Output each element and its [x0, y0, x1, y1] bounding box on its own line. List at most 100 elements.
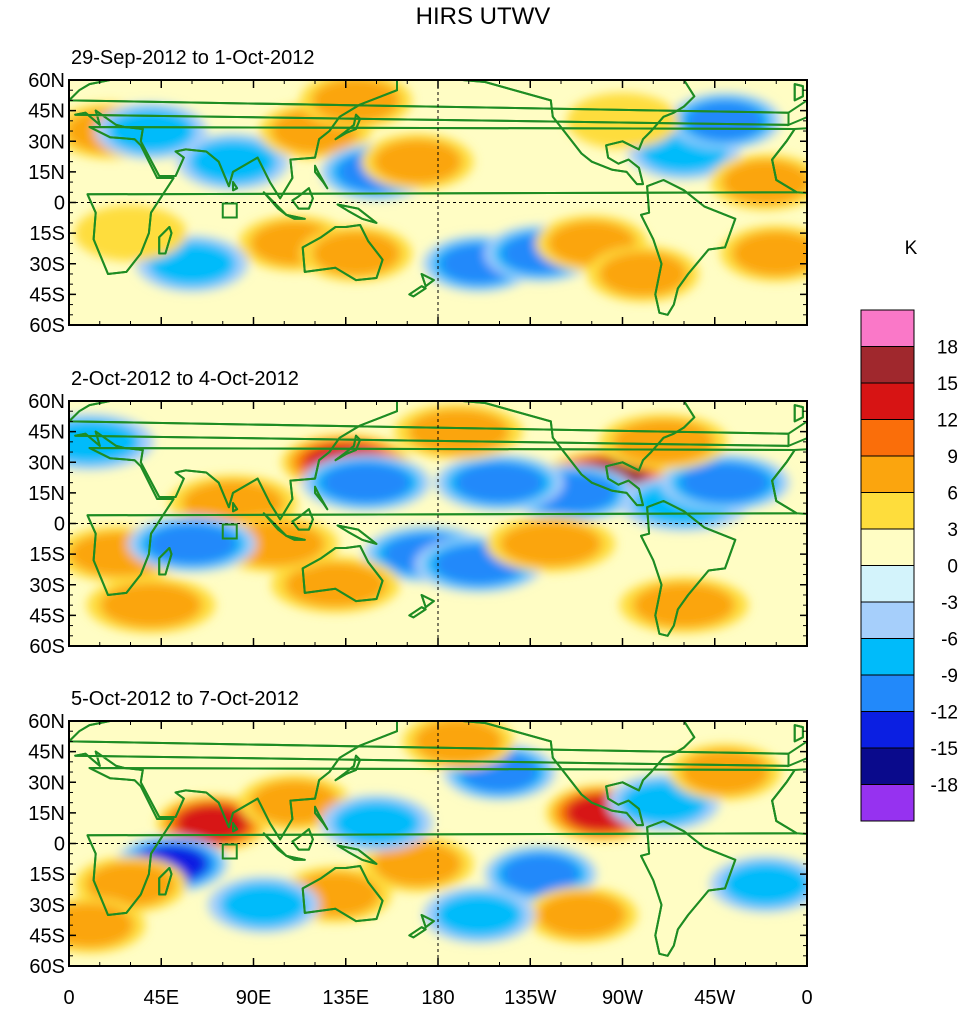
coastline	[336, 203, 378, 224]
coastline	[420, 914, 435, 929]
anomaly-contour	[500, 521, 602, 567]
colorbar-label: 3	[947, 520, 958, 541]
anomaly-contour	[566, 92, 679, 149]
anomaly-contour	[284, 562, 387, 608]
y-tick-label: 60S	[29, 956, 65, 978]
panel-subtitle: 29-Sep-2012 to 1-Oct-2012	[71, 47, 315, 69]
anomaly-contour	[373, 841, 462, 887]
chart-title: HIRS UTWV	[416, 3, 551, 30]
coastline	[336, 844, 378, 865]
anomaly-contour	[219, 882, 308, 928]
coastline	[408, 606, 427, 619]
map-panel-2: 2-Oct-2012 to 4-Oct-2012 60N 45N 30N 15N 0 15S…	[28, 368, 808, 658]
map-panel-1: 29-Sep-2012 to 1-Oct-2012 60N 45N 30N 15N 0 15…	[28, 47, 808, 337]
anomaly-contour	[722, 861, 807, 907]
anomaly-contour	[100, 582, 202, 628]
anomaly-contour	[454, 462, 545, 503]
anomaly-contour	[599, 251, 687, 297]
coastline	[285, 854, 306, 861]
coastline	[285, 534, 306, 541]
y-tick-label: 30N	[28, 452, 65, 474]
colorbar: 18 15 12 9 6 3 0 -3 -6 -9 -12 -15 -18	[860, 309, 958, 822]
anomaly-contour	[107, 108, 195, 154]
colorbar-swatch	[860, 638, 915, 676]
coastline	[420, 594, 435, 609]
x-tick-label: 135E	[322, 987, 369, 1009]
coastline	[334, 113, 362, 141]
colorbar-label: 18	[937, 338, 958, 359]
anomaly-contour	[189, 139, 277, 185]
coastline	[334, 754, 362, 782]
coastline	[640, 179, 737, 316]
anomaly-contour	[633, 582, 735, 628]
colorbar-swatch	[860, 346, 915, 384]
x-tick-label: 135W	[504, 987, 556, 1009]
x-tick-label: 0	[63, 987, 74, 1009]
y-tick-label: 45S	[29, 925, 65, 947]
coastlines	[69, 721, 807, 957]
y-tick-label: 60N	[28, 391, 65, 413]
y-tick-label: 45S	[29, 284, 65, 306]
colorbar-label: 6	[947, 484, 958, 505]
coastline	[314, 805, 329, 831]
colorbar-label: -9	[941, 666, 958, 687]
coastline	[640, 500, 737, 637]
anomaly-contour	[407, 409, 510, 455]
colorbar-label: -18	[931, 776, 958, 797]
y-tick-label: 45N	[28, 422, 65, 444]
coastline	[787, 98, 807, 127]
y-tick-label: 30N	[28, 772, 65, 794]
anomaly-contour	[321, 462, 411, 503]
anomaly-contour	[373, 139, 462, 185]
y-tick-label: 30N	[28, 131, 65, 153]
coastline	[158, 226, 173, 255]
coastline	[314, 485, 329, 511]
coastline	[69, 401, 790, 521]
y-tick-label: 60S	[29, 315, 65, 337]
y-tick-label: 60S	[29, 636, 65, 658]
y-tick-label: 0	[54, 834, 65, 856]
anomaly-contour	[147, 523, 237, 564]
colorbar-swatch	[860, 492, 915, 530]
colorbar-label: 0	[947, 557, 958, 578]
coastline	[334, 434, 362, 462]
anomaly-contour	[86, 861, 175, 907]
anomaly-contour	[74, 205, 187, 262]
region-box	[221, 843, 238, 860]
anomaly-contour	[681, 749, 769, 795]
y-tick-label: 45S	[29, 605, 65, 627]
panel-subtitle: 2-Oct-2012 to 4-Oct-2012	[71, 368, 299, 390]
coastline	[640, 820, 737, 957]
anomaly-contour	[501, 854, 580, 895]
colorbar-swatch	[860, 784, 915, 822]
coastline	[301, 545, 384, 603]
coastline	[69, 80, 790, 200]
colorbar-swatch	[860, 601, 915, 639]
anomaly-contour	[414, 721, 503, 764]
y-tick-label: 60N	[28, 70, 65, 92]
colorbar-swatch	[860, 565, 915, 603]
coastline	[461, 401, 696, 507]
anomaly-field	[69, 80, 807, 325]
anomaly-contour	[537, 892, 626, 938]
anomaly-contour	[732, 231, 807, 276]
map-panel-3: 5-Oct-2012 to 7-Oct-2012 60N 45N 30N 15N 0 15S…	[28, 688, 812, 1009]
coastline	[232, 822, 239, 833]
y-tick-label: 15S	[29, 223, 65, 245]
colorbar-label: -15	[931, 739, 958, 760]
anomaly-contour	[686, 100, 764, 141]
x-tick-label: 45E	[143, 987, 179, 1009]
anomaly-contour	[312, 80, 400, 123]
anomaly-field	[69, 401, 807, 646]
coastline	[793, 404, 804, 423]
coastline	[86, 767, 798, 916]
coastline	[336, 524, 378, 545]
colorbar-swatch	[860, 674, 915, 712]
coastlines	[69, 80, 807, 316]
colorbar-swatch	[860, 747, 915, 785]
y-tick-label: 0	[54, 193, 65, 215]
colorbar-label: 15	[937, 374, 958, 395]
colorbar-swatch	[860, 455, 915, 493]
coastline	[408, 285, 427, 298]
